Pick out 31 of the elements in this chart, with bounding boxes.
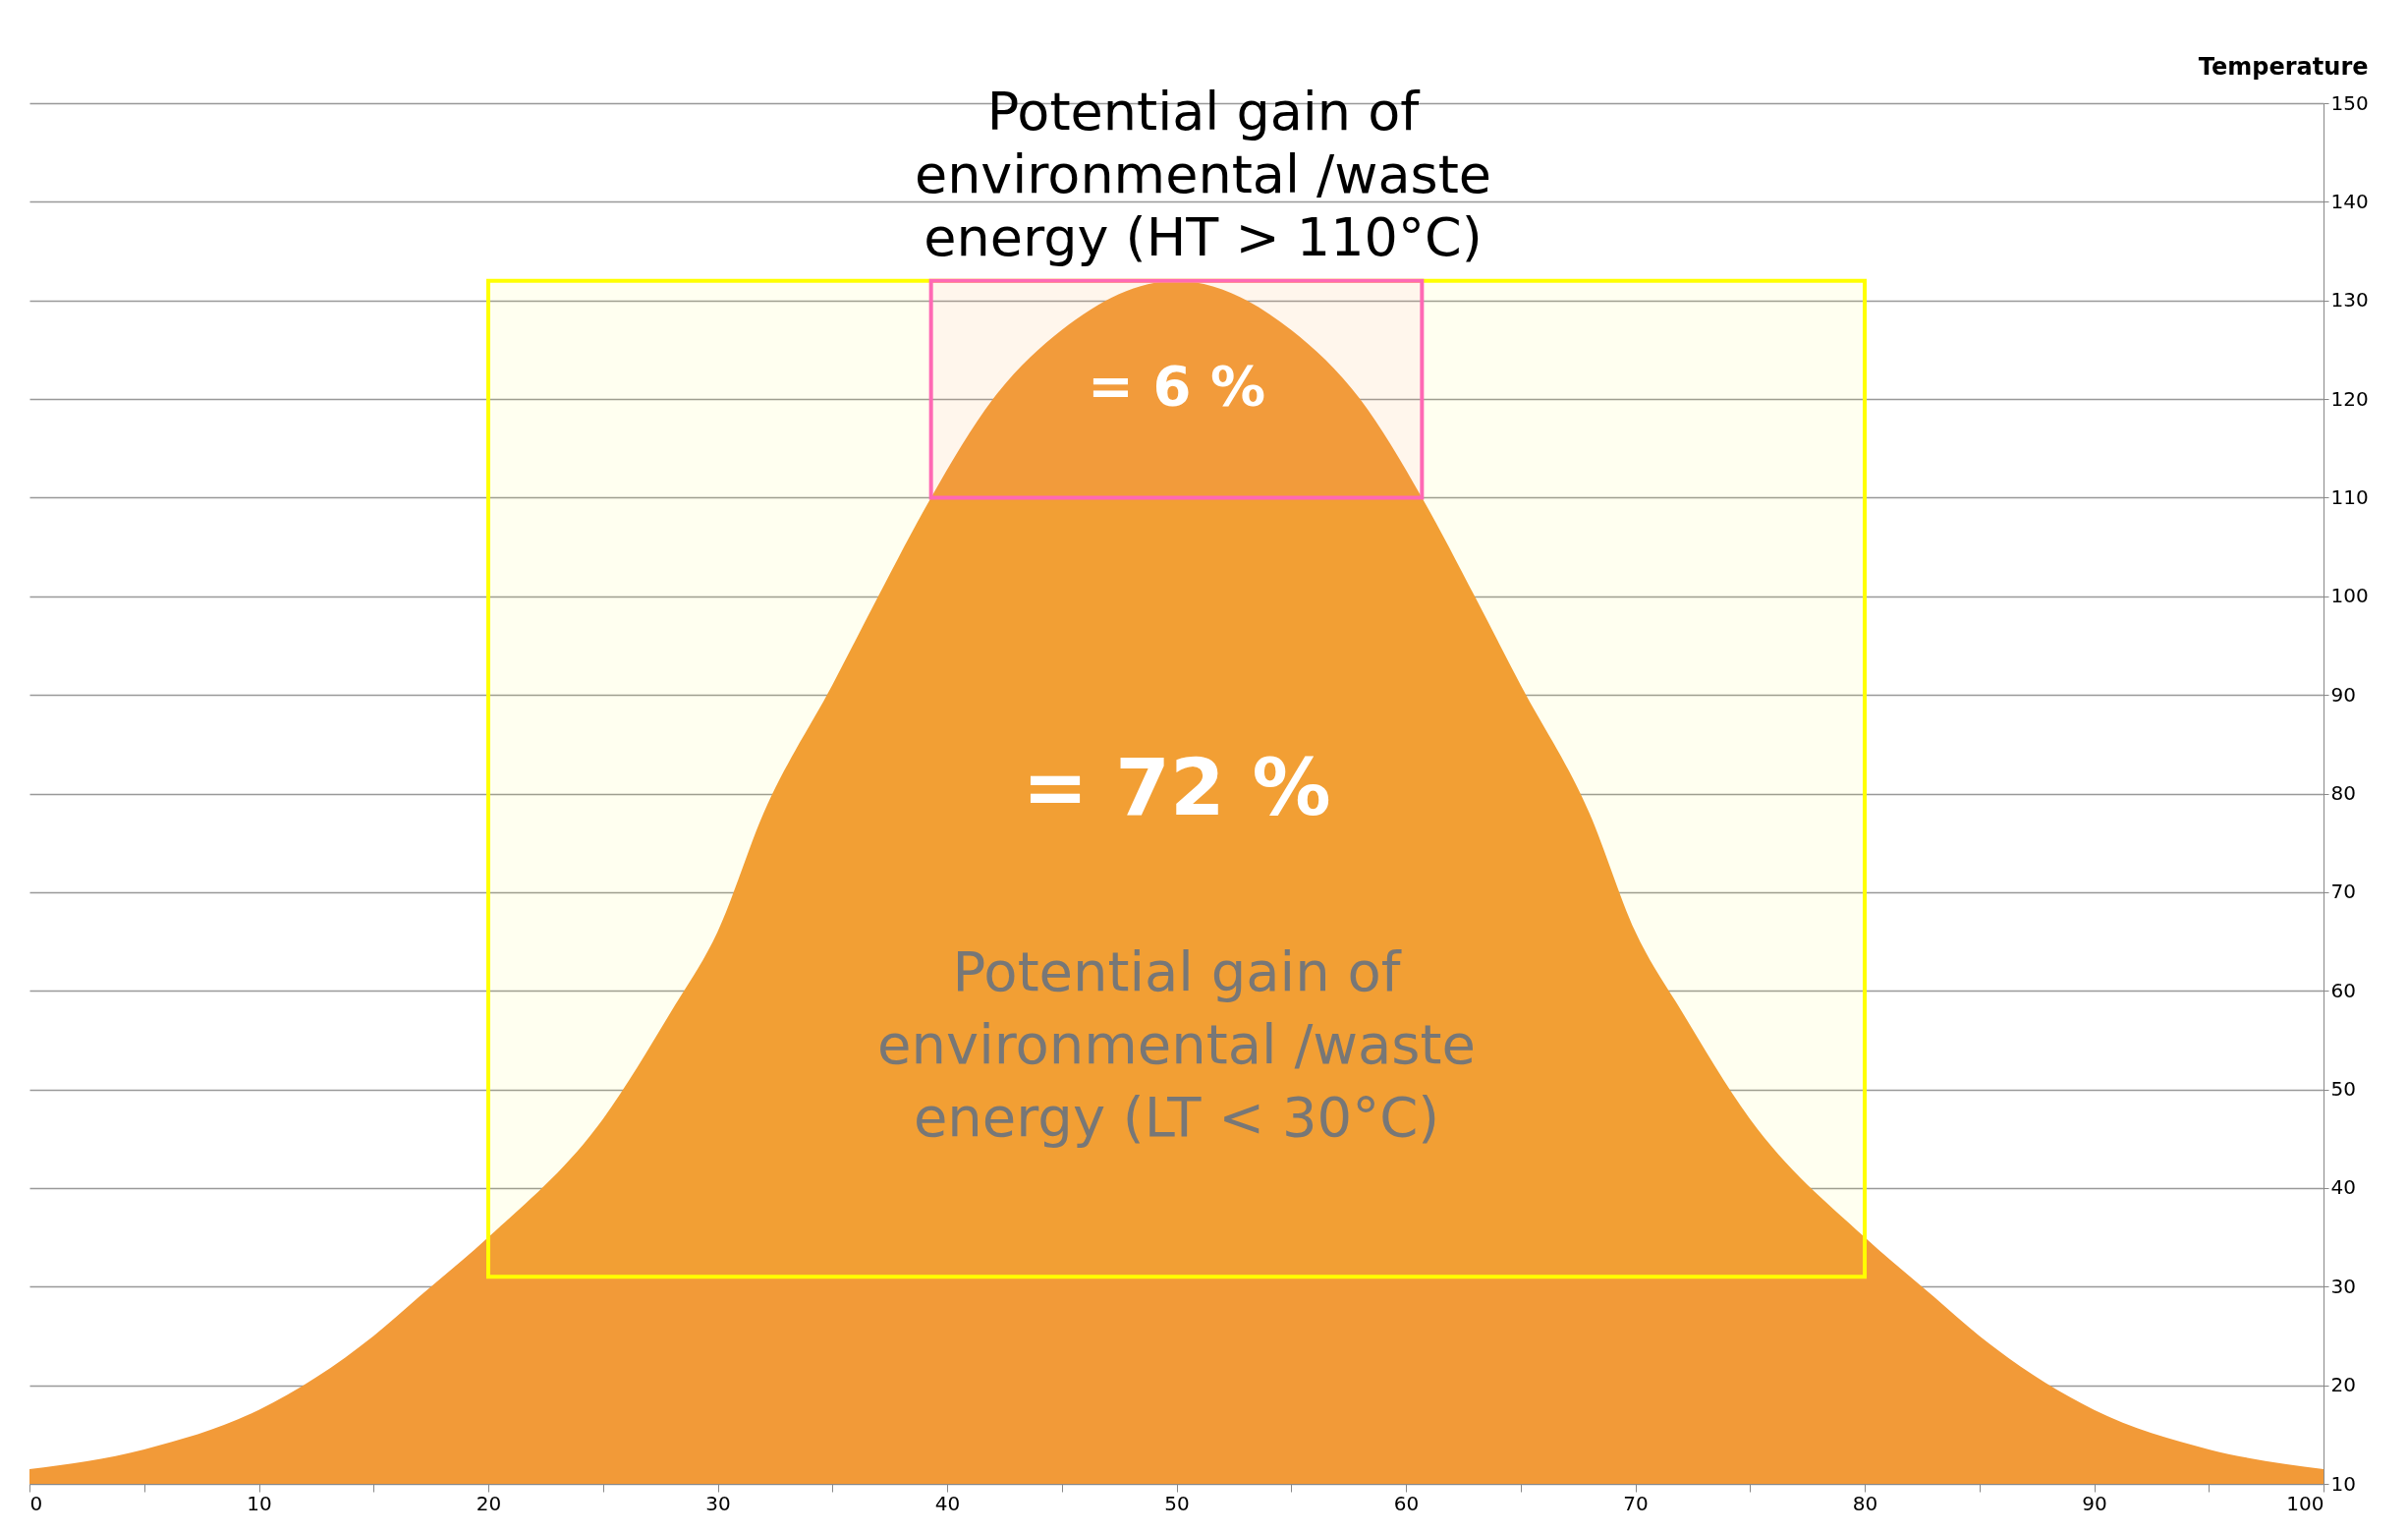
annotation: = 6 % (1088, 354, 1265, 418)
text: Potential gain of environmental /waste energy (HT > 110°C) (914, 81, 1492, 268)
x-tick-label: 50 (1164, 1491, 1190, 1515)
y-tick-label: 30 (2330, 1274, 2356, 1298)
y-tick-label: 130 (2330, 288, 2369, 312)
annotation: Potential gain of environmental /waste energy (LT < 30°C) (877, 939, 1476, 1149)
y-tick-label: 100 (2330, 584, 2369, 608)
y-tick-label: 140 (2330, 189, 2369, 213)
y-tick-label: 80 (2330, 781, 2356, 805)
x-tick-label: 40 (934, 1491, 961, 1515)
y-tick-label: 60 (2330, 978, 2356, 1002)
y-tick-label: 20 (2330, 1373, 2356, 1397)
annotation: = 72 % (1022, 742, 1331, 833)
x-tick-label: 60 (1393, 1491, 1420, 1515)
y-axis-title: Temperature (2198, 52, 2369, 81)
x-tick-label: 80 (1852, 1491, 1878, 1515)
y-tick-label: 10 (2330, 1471, 2356, 1496)
x-tick-label: 90 (2082, 1491, 2107, 1515)
y-tick-label: 110 (2330, 484, 2369, 509)
x-tick-label: 0 (29, 1491, 43, 1515)
y-tick-label: 70 (2330, 880, 2356, 904)
x-tick-label: 10 (247, 1491, 272, 1515)
y-tick-label: 40 (2330, 1175, 2356, 1200)
y-tick-label: 150 (2330, 90, 2369, 115)
x-tick-label: 100 (2286, 1491, 2324, 1515)
y-tick-label: 90 (2330, 682, 2356, 707)
x-tick-label: 30 (705, 1491, 731, 1515)
y-tick-label: 50 (2330, 1077, 2356, 1102)
x-tick-label: 70 (1623, 1491, 1649, 1515)
y-tick-label: 120 (2330, 386, 2369, 411)
x-tick-label: 20 (476, 1491, 502, 1515)
